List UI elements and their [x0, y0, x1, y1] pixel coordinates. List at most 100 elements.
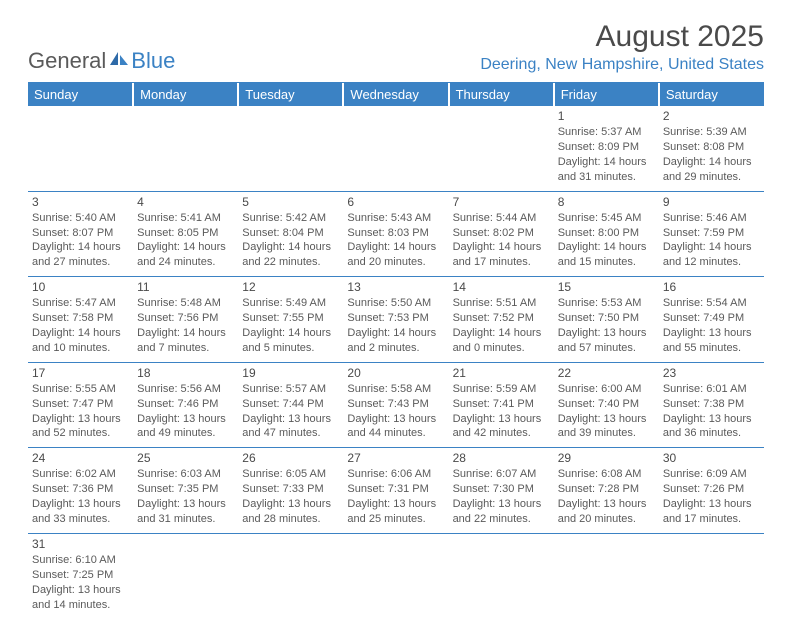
sunset-text: Sunset: 7:33 PM	[242, 482, 339, 497]
sunset-text: Sunset: 8:03 PM	[347, 226, 444, 241]
calendar-day-cell: 29Sunrise: 6:08 AMSunset: 7:28 PMDayligh…	[554, 448, 659, 534]
daylight-text: Daylight: 13 hours and 57 minutes.	[558, 326, 655, 356]
daylight-text: Daylight: 13 hours and 22 minutes.	[453, 497, 550, 527]
weekday-header: Saturday	[659, 83, 764, 106]
calendar-empty-cell	[659, 533, 764, 618]
sunrise-text: Sunrise: 5:59 AM	[453, 382, 550, 397]
calendar-day-cell: 13Sunrise: 5:50 AMSunset: 7:53 PMDayligh…	[343, 277, 448, 363]
calendar-day-cell: 7Sunrise: 5:44 AMSunset: 8:02 PMDaylight…	[449, 191, 554, 277]
sunset-text: Sunset: 7:47 PM	[32, 397, 129, 412]
sunset-text: Sunset: 7:40 PM	[558, 397, 655, 412]
daylight-text: Daylight: 14 hours and 31 minutes.	[558, 155, 655, 185]
calendar-day-cell: 8Sunrise: 5:45 AMSunset: 8:00 PMDaylight…	[554, 191, 659, 277]
daylight-text: Daylight: 13 hours and 55 minutes.	[663, 326, 760, 356]
calendar-empty-cell	[238, 106, 343, 191]
day-number: 2	[663, 108, 760, 124]
daylight-text: Daylight: 13 hours and 36 minutes.	[663, 412, 760, 442]
calendar-empty-cell	[554, 533, 659, 618]
daylight-text: Daylight: 13 hours and 14 minutes.	[32, 583, 129, 613]
sunrise-text: Sunrise: 5:53 AM	[558, 296, 655, 311]
sunrise-text: Sunrise: 6:07 AM	[453, 467, 550, 482]
sunset-text: Sunset: 7:52 PM	[453, 311, 550, 326]
calendar-day-cell: 6Sunrise: 5:43 AMSunset: 8:03 PMDaylight…	[343, 191, 448, 277]
calendar-day-cell: 23Sunrise: 6:01 AMSunset: 7:38 PMDayligh…	[659, 362, 764, 448]
calendar-week-row: 3Sunrise: 5:40 AMSunset: 8:07 PMDaylight…	[28, 191, 764, 277]
day-number: 28	[453, 450, 550, 466]
title-block: August 2025 Deering, New Hampshire, Unit…	[480, 20, 764, 74]
sunset-text: Sunset: 7:38 PM	[663, 397, 760, 412]
sunrise-text: Sunrise: 5:47 AM	[32, 296, 129, 311]
day-number: 26	[242, 450, 339, 466]
day-number: 15	[558, 279, 655, 295]
sunrise-text: Sunrise: 5:40 AM	[32, 211, 129, 226]
sunrise-text: Sunrise: 5:43 AM	[347, 211, 444, 226]
calendar-week-row: 17Sunrise: 5:55 AMSunset: 7:47 PMDayligh…	[28, 362, 764, 448]
sunrise-text: Sunrise: 6:09 AM	[663, 467, 760, 482]
day-number: 16	[663, 279, 760, 295]
calendar-empty-cell	[449, 533, 554, 618]
sunrise-text: Sunrise: 5:54 AM	[663, 296, 760, 311]
logo-text-general: General	[28, 48, 106, 74]
daylight-text: Daylight: 13 hours and 52 minutes.	[32, 412, 129, 442]
daylight-text: Daylight: 14 hours and 10 minutes.	[32, 326, 129, 356]
day-number: 17	[32, 365, 129, 381]
calendar-day-cell: 9Sunrise: 5:46 AMSunset: 7:59 PMDaylight…	[659, 191, 764, 277]
calendar-day-cell: 18Sunrise: 5:56 AMSunset: 7:46 PMDayligh…	[133, 362, 238, 448]
calendar-empty-cell	[343, 533, 448, 618]
sunrise-text: Sunrise: 6:08 AM	[558, 467, 655, 482]
calendar-day-cell: 1Sunrise: 5:37 AMSunset: 8:09 PMDaylight…	[554, 106, 659, 191]
calendar-table: SundayMondayTuesdayWednesdayThursdayFrid…	[28, 83, 764, 618]
calendar-day-cell: 10Sunrise: 5:47 AMSunset: 7:58 PMDayligh…	[28, 277, 133, 363]
sunset-text: Sunset: 7:43 PM	[347, 397, 444, 412]
sunset-text: Sunset: 8:00 PM	[558, 226, 655, 241]
sunrise-text: Sunrise: 5:46 AM	[663, 211, 760, 226]
calendar-day-cell: 26Sunrise: 6:05 AMSunset: 7:33 PMDayligh…	[238, 448, 343, 534]
logo: General Blue	[28, 48, 175, 74]
location-subtitle: Deering, New Hampshire, United States	[480, 56, 764, 74]
sunset-text: Sunset: 8:09 PM	[558, 140, 655, 155]
sunset-text: Sunset: 7:28 PM	[558, 482, 655, 497]
calendar-day-cell: 4Sunrise: 5:41 AMSunset: 8:05 PMDaylight…	[133, 191, 238, 277]
sunset-text: Sunset: 7:44 PM	[242, 397, 339, 412]
daylight-text: Daylight: 13 hours and 31 minutes.	[137, 497, 234, 527]
day-number: 3	[32, 194, 129, 210]
sunrise-text: Sunrise: 5:39 AM	[663, 125, 760, 140]
day-number: 30	[663, 450, 760, 466]
sunset-text: Sunset: 8:07 PM	[32, 226, 129, 241]
calendar-week-row: 31Sunrise: 6:10 AMSunset: 7:25 PMDayligh…	[28, 533, 764, 618]
sunset-text: Sunset: 7:26 PM	[663, 482, 760, 497]
sunrise-text: Sunrise: 6:00 AM	[558, 382, 655, 397]
calendar-day-cell: 24Sunrise: 6:02 AMSunset: 7:36 PMDayligh…	[28, 448, 133, 534]
calendar-empty-cell	[449, 106, 554, 191]
weekday-header: Thursday	[449, 83, 554, 106]
calendar-empty-cell	[28, 106, 133, 191]
day-number: 10	[32, 279, 129, 295]
sunset-text: Sunset: 7:50 PM	[558, 311, 655, 326]
page-title: August 2025	[480, 20, 764, 54]
day-number: 24	[32, 450, 129, 466]
daylight-text: Daylight: 13 hours and 39 minutes.	[558, 412, 655, 442]
daylight-text: Daylight: 13 hours and 33 minutes.	[32, 497, 129, 527]
sunset-text: Sunset: 8:05 PM	[137, 226, 234, 241]
sunrise-text: Sunrise: 5:42 AM	[242, 211, 339, 226]
daylight-text: Daylight: 14 hours and 27 minutes.	[32, 240, 129, 270]
calendar-empty-cell	[133, 533, 238, 618]
day-number: 13	[347, 279, 444, 295]
sunset-text: Sunset: 7:25 PM	[32, 568, 129, 583]
calendar-day-cell: 15Sunrise: 5:53 AMSunset: 7:50 PMDayligh…	[554, 277, 659, 363]
daylight-text: Daylight: 14 hours and 15 minutes.	[558, 240, 655, 270]
calendar-day-cell: 22Sunrise: 6:00 AMSunset: 7:40 PMDayligh…	[554, 362, 659, 448]
calendar-day-cell: 21Sunrise: 5:59 AMSunset: 7:41 PMDayligh…	[449, 362, 554, 448]
logo-text-blue: Blue	[131, 48, 175, 74]
day-number: 31	[32, 536, 129, 552]
daylight-text: Daylight: 14 hours and 24 minutes.	[137, 240, 234, 270]
sunset-text: Sunset: 8:04 PM	[242, 226, 339, 241]
sunrise-text: Sunrise: 6:06 AM	[347, 467, 444, 482]
calendar-empty-cell	[343, 106, 448, 191]
daylight-text: Daylight: 14 hours and 22 minutes.	[242, 240, 339, 270]
calendar-day-cell: 30Sunrise: 6:09 AMSunset: 7:26 PMDayligh…	[659, 448, 764, 534]
calendar-week-row: 1Sunrise: 5:37 AMSunset: 8:09 PMDaylight…	[28, 106, 764, 191]
sunrise-text: Sunrise: 5:37 AM	[558, 125, 655, 140]
sunrise-text: Sunrise: 5:50 AM	[347, 296, 444, 311]
calendar-day-cell: 5Sunrise: 5:42 AMSunset: 8:04 PMDaylight…	[238, 191, 343, 277]
